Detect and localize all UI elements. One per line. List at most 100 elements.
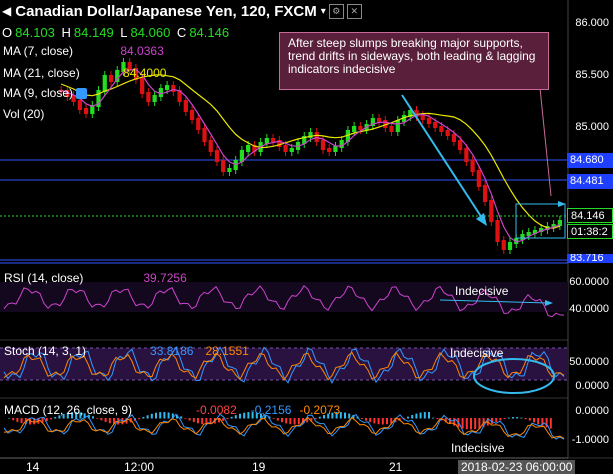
x-tick: 21 — [389, 460, 403, 474]
macd-bar — [113, 418, 115, 425]
candle — [246, 145, 251, 152]
chart-title[interactable]: Canadian Dollar/Japanese Yen, 120, FXCM — [15, 2, 317, 20]
high-label: H — [61, 25, 71, 40]
macd-tick: 0.0000 — [575, 405, 609, 417]
ma21-line — [60, 74, 561, 229]
candle — [539, 228, 544, 232]
macd-bar — [234, 415, 237, 419]
chevron-down-icon[interactable]: ▾ — [320, 5, 326, 17]
macd-legend[interactable]: MACD (12, 26, close, 9) -0.0082 -0.2156 -0.… — [4, 403, 341, 417]
macd-bar — [524, 418, 527, 420]
candle — [383, 120, 388, 128]
candle — [308, 132, 313, 138]
macd-bar — [8, 418, 10, 419]
macd-bar — [180, 416, 183, 419]
macd-bar — [197, 418, 199, 424]
macd-bar — [50, 418, 52, 420]
macd-bar — [318, 416, 321, 419]
macd-bar — [146, 415, 149, 419]
macd-bar — [16, 418, 19, 422]
macd-bar — [138, 418, 141, 420]
macd-bar — [276, 418, 279, 421]
macd-bar — [293, 418, 296, 425]
candles-group — [59, 58, 562, 254]
macd-bar — [222, 418, 225, 421]
macd-bar — [255, 412, 258, 419]
macd-signal-line — [3, 417, 565, 439]
candle — [221, 160, 226, 172]
low-label: L — [120, 25, 128, 40]
macd-bar — [272, 418, 275, 419]
macd-bar — [444, 418, 447, 423]
candle — [158, 88, 163, 97]
macd-bar — [495, 418, 498, 423]
macd-bar — [150, 413, 153, 419]
ma7-legend[interactable]: MA (7, close) 84.0363 — [3, 44, 164, 58]
macd-bar — [66, 412, 69, 419]
candle — [370, 118, 375, 126]
stoch-legend[interactable]: Stoch (14, 3, 1) 33.8186 28.1551 — [4, 344, 249, 358]
vol-legend[interactable]: Vol (20) — [3, 107, 45, 121]
candle — [127, 62, 132, 70]
candle — [146, 92, 151, 102]
macd-bar — [373, 418, 376, 424]
candle — [65, 90, 70, 97]
macd-bar — [537, 418, 540, 425]
rsi-line — [3, 285, 565, 318]
macd-bar — [331, 412, 334, 419]
gear-icon[interactable]: ⚙ — [328, 3, 344, 19]
close-icon[interactable]: ✕ — [346, 3, 362, 19]
stoch-tick: 50.0000 — [569, 356, 609, 368]
rsi-band — [0, 282, 568, 312]
macd-bar — [289, 418, 292, 425]
macd-bar — [230, 416, 233, 419]
ma21-legend[interactable]: MA (21, close) 84.4000 — [3, 66, 167, 80]
macd-bar — [45, 418, 48, 422]
rsi-note: Indecisive — [455, 284, 509, 298]
macd-bar — [306, 418, 309, 423]
macd-bar — [79, 412, 82, 419]
macd-bar — [470, 418, 472, 430]
ma7-value: 84.0363 — [120, 44, 164, 58]
collapse-icon[interactable]: ◀ — [2, 4, 12, 18]
candle — [358, 126, 363, 130]
candle — [433, 122, 438, 128]
chart-header: ◀ Canadian Dollar/Japanese Yen, 120, FXC… — [0, 0, 362, 22]
settings-icon[interactable] — [76, 88, 88, 100]
candle — [183, 100, 188, 112]
candle — [140, 78, 145, 94]
macd-bar — [411, 414, 414, 419]
rsi-legend[interactable]: RSI (14, close) 39.7256 — [4, 271, 187, 285]
price-tick: 85.000 — [575, 121, 609, 133]
macd-bar — [465, 418, 468, 430]
stoch-d-line — [3, 351, 565, 381]
macd-bar — [360, 418, 363, 419]
ma7-line — [60, 68, 561, 243]
ma9-legend[interactable]: MA (9, close) — [3, 86, 88, 100]
macd-bar — [327, 413, 330, 419]
macd-bar — [104, 418, 107, 422]
price-tick: 86.000 — [575, 17, 609, 29]
candle — [189, 110, 195, 120]
stoch-k-value: 33.8186 — [150, 344, 194, 358]
candle — [345, 130, 351, 142]
trend-arrow — [401, 94, 483, 219]
candle — [327, 148, 332, 152]
candle — [426, 118, 432, 124]
macd-bar — [449, 418, 451, 425]
macd-bar — [503, 418, 506, 420]
rsi-tick: 40.0000 — [569, 303, 609, 315]
countdown-badge: 01:38:2 — [567, 224, 613, 239]
macd-bar — [176, 414, 178, 419]
macd-bar — [520, 417, 523, 419]
macd-bar — [184, 418, 187, 419]
x-tick: 19 — [252, 460, 266, 474]
macd-bar — [12, 418, 15, 421]
candle — [152, 95, 157, 102]
macd-bar — [159, 412, 162, 419]
macd-bar — [96, 418, 99, 419]
candle — [389, 126, 394, 132]
macd-bar — [71, 412, 73, 419]
ma21-value: 84.4000 — [123, 66, 167, 80]
